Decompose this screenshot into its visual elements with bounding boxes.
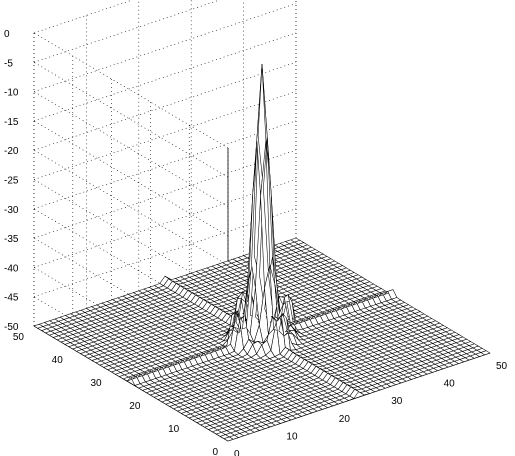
x-tick-label: 50 <box>496 361 508 372</box>
grid-line <box>33 62 229 178</box>
x-tick-label: 30 <box>391 396 403 407</box>
grid-line <box>33 3 297 92</box>
z-tick-label: -20 <box>4 146 19 157</box>
y-tick-label: 50 <box>13 332 25 343</box>
grid-line <box>33 0 221 63</box>
grid-line <box>33 120 229 237</box>
z-tick-label: -25 <box>4 176 19 187</box>
y-tick-label: 10 <box>168 424 180 435</box>
z-tick-label: -5 <box>4 58 13 69</box>
x-tick-label: 10 <box>286 431 298 442</box>
grid-line <box>33 61 297 151</box>
x-tick-label: 0 <box>234 449 240 456</box>
x-tick-label: 40 <box>444 379 456 390</box>
grid-line <box>33 32 297 122</box>
grid-line <box>33 149 229 266</box>
tick-labels: 0 -5 -10 -15 -20 -25 -30 -35 -40 -45 -50 0 10 20 30 40 5… <box>4 29 508 456</box>
grid-line <box>33 179 229 295</box>
grid-line <box>33 208 229 325</box>
z-tick-label: -40 <box>4 263 19 274</box>
y-tick-label: 30 <box>90 378 102 389</box>
grid-line <box>33 0 134 34</box>
grid-line <box>33 91 229 207</box>
y-tick-label: 40 <box>52 355 64 366</box>
z-tick-label: -10 <box>4 88 19 99</box>
z-tick-label: -15 <box>4 117 19 128</box>
grid-line <box>33 32 229 149</box>
z-tick-label: -50 <box>4 322 19 333</box>
surface-mesh <box>33 64 491 442</box>
x-tick-label: 20 <box>339 414 351 425</box>
z-tick-label: -30 <box>4 205 19 216</box>
z-tick-label: -45 <box>4 293 19 304</box>
z-tick-label: -35 <box>4 234 19 245</box>
y-tick-label: 20 <box>129 401 141 412</box>
z-tick-label: 0 <box>4 29 10 40</box>
mesh-cell <box>480 350 491 356</box>
y-tick-label: 0 <box>212 447 218 456</box>
